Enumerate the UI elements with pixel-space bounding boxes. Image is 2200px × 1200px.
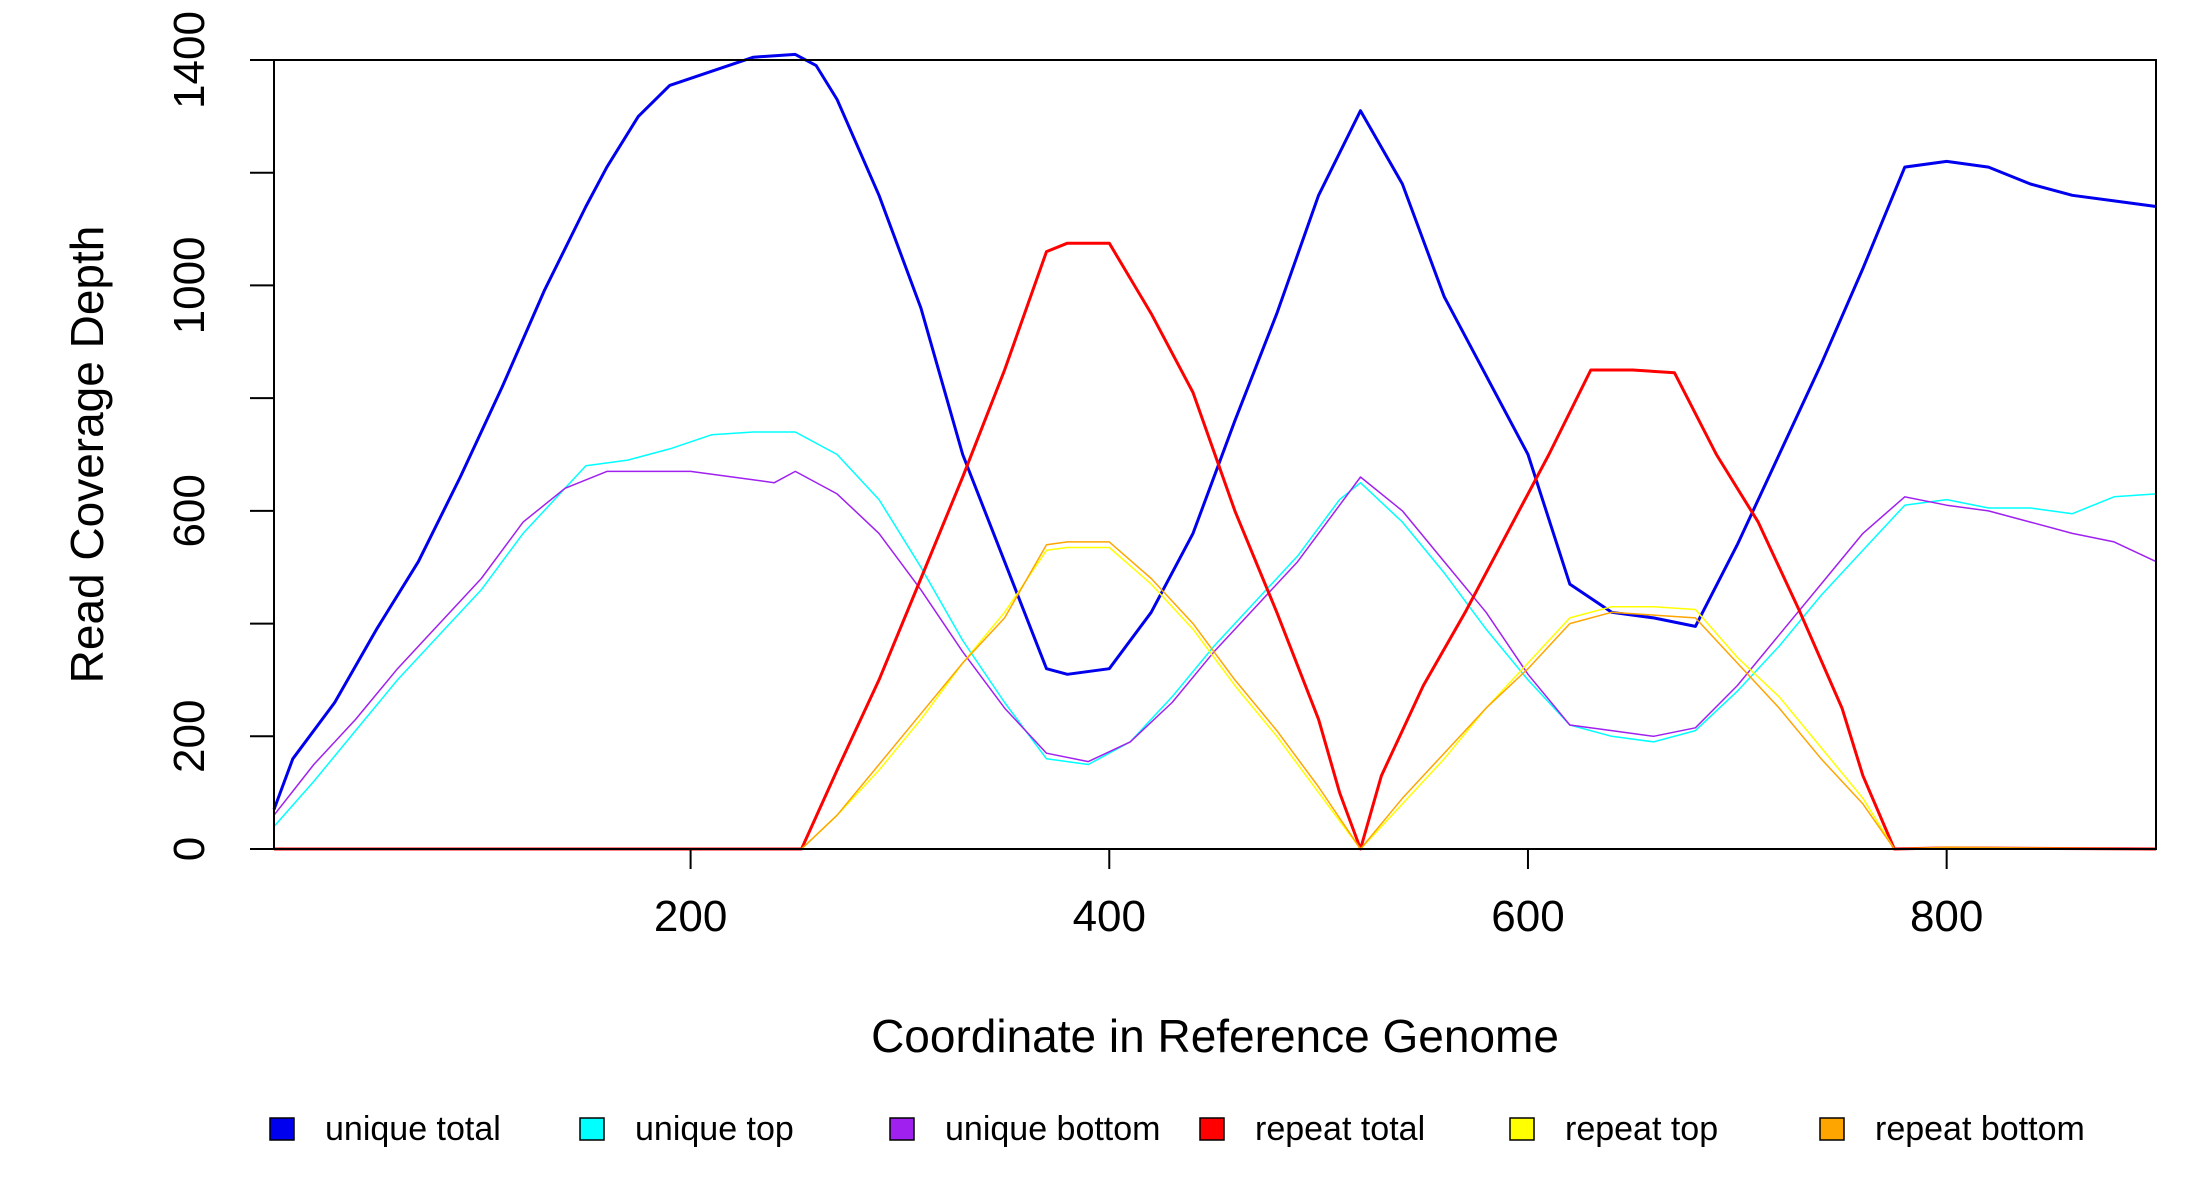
- y-tick-label: 600: [165, 474, 214, 547]
- legend-swatch-repeat-top: [1509, 1117, 1535, 1141]
- legend-label-repeat-total: repeat total: [1255, 1110, 1425, 1148]
- legend-swatch-repeat-bottom: [1819, 1117, 1845, 1141]
- x-tick-label: 800: [1910, 892, 1983, 941]
- legend-label-unique-top: unique top: [635, 1110, 794, 1148]
- legend-swatch-unique-top: [579, 1117, 605, 1141]
- y-tick-label: 200: [165, 700, 214, 773]
- legend-label-repeat-bottom: repeat bottom: [1875, 1110, 2085, 1148]
- y-axis: 0 200 600 1000 1400: [165, 11, 275, 861]
- legend-label-repeat-top: repeat top: [1565, 1110, 1718, 1148]
- series-line-repeat-top: [274, 546, 2156, 850]
- x-tick-label: 200: [654, 892, 727, 941]
- series-line-unique-top: [273, 431, 2157, 827]
- x-axis: 200 400 600 800: [654, 849, 1983, 941]
- x-tick-label: 400: [1073, 892, 1146, 941]
- legend: unique total unique top unique bottom repea…: [269, 1110, 2085, 1148]
- x-axis-title: Coordinate in Reference Genome: [871, 1010, 1559, 1062]
- series-layer: [272, 52, 2157, 851]
- legend-swatch-unique-bottom: [889, 1117, 915, 1141]
- y-tick-label: 1000: [165, 236, 214, 334]
- legend-label-unique-total: unique total: [325, 1110, 501, 1148]
- y-tick-label: 0: [165, 837, 214, 861]
- legend-label-unique-bottom: unique bottom: [945, 1110, 1161, 1148]
- legend-swatch-repeat-total: [1199, 1117, 1225, 1141]
- x-tick-label: 600: [1491, 892, 1564, 941]
- y-tick-label: 1400: [165, 11, 214, 109]
- legend-swatch-unique-total: [269, 1117, 295, 1141]
- series-line-repeat-bottom: [274, 541, 2157, 850]
- y-axis-title: Read Coverage Depth: [61, 226, 113, 684]
- series-line-repeat-total: [274, 241, 2157, 851]
- series-line-unique-total: [272, 52, 2157, 811]
